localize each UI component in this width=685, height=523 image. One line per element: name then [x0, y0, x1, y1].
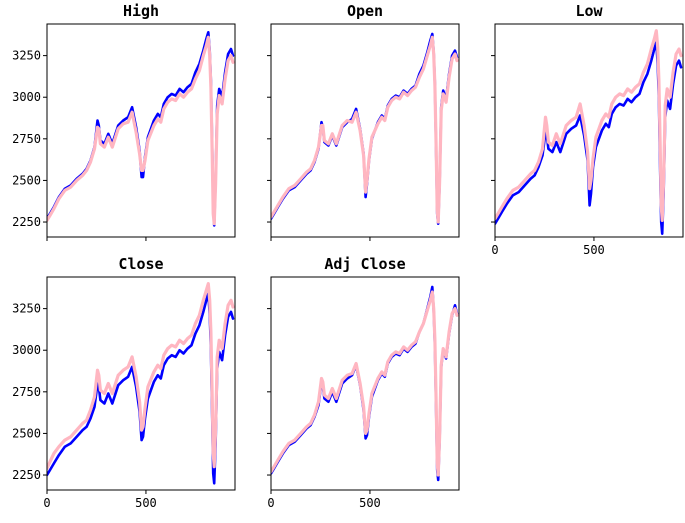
x-tick-label: 500 [583, 243, 605, 257]
subplot-title: Low [575, 2, 603, 20]
y-tick-label: 3000 [12, 343, 41, 357]
x-tick-label: 0 [267, 496, 274, 510]
y-tick-label: 3000 [12, 90, 41, 104]
x-tick-label: 0 [491, 243, 498, 257]
series-line-blue [271, 285, 459, 482]
axes-frame [270, 23, 460, 238]
subplot-title: Adj Close [324, 255, 405, 273]
series-line-pink [495, 29, 683, 222]
axes-frame [270, 276, 460, 491]
series-line-blue [271, 32, 459, 225]
axes-frame [494, 23, 684, 238]
subplot-title: Close [118, 255, 163, 273]
subplot-high: High 2250 2500 2750 3000 3250 [12, 2, 236, 241]
y-tick-label: 2500 [12, 426, 41, 440]
subplot-open: Open [267, 2, 460, 241]
y-tick-label: 3250 [12, 49, 41, 63]
subplot-title: Open [347, 2, 383, 20]
subplot-title: High [123, 2, 159, 20]
x-tick-label: 0 [43, 496, 50, 510]
y-tick-label: 2750 [12, 385, 41, 399]
y-tick-label: 2250 [12, 468, 41, 482]
series-line-blue [47, 30, 235, 227]
x-tick-label: 500 [135, 496, 157, 510]
series-line-pink [271, 290, 459, 477]
series-line-pink [47, 35, 235, 226]
y-tick-label: 2250 [12, 215, 41, 229]
series-line-pink [271, 35, 459, 224]
x-tick-label: 500 [359, 496, 381, 510]
series-line-pink [47, 282, 235, 470]
subplot-adj-close: Adj Close 0 500 [267, 255, 460, 510]
y-tick-label: 2750 [12, 132, 41, 146]
y-tick-label: 2500 [12, 173, 41, 187]
axes-frame [46, 23, 236, 238]
series-line-blue [47, 292, 235, 485]
series-line-blue [495, 41, 683, 235]
y-tick-label: 3250 [12, 302, 41, 316]
subplot-low: Low 0 500 [491, 2, 684, 257]
subplot-close: Close 2250 2500 2750 3000 3250 0 500 [12, 255, 236, 510]
axes-frame [46, 276, 236, 491]
